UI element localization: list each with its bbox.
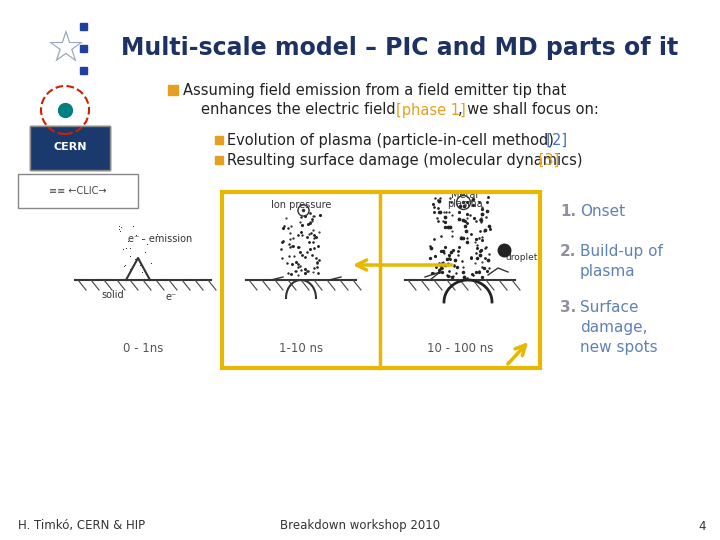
Text: solid: solid [102, 290, 125, 300]
Bar [222, 192, 540, 368]
Text: Surface
damage,
new spots: Surface damage, new spots [580, 300, 657, 355]
Text: plasma: plasma [447, 199, 483, 209]
Text: droplet: droplet [506, 253, 539, 262]
Bar [80, 23, 87, 30]
Text: 10 - 100 ns: 10 - 100 ns [427, 342, 493, 355]
Text: Ion pressure: Ion pressure [271, 200, 331, 210]
Bar [30, 126, 110, 170]
Bar [30, 126, 110, 170]
Text: ≡≡ ←CLIC→: ≡≡ ←CLIC→ [49, 186, 107, 196]
Text: Onset: Onset [580, 204, 625, 219]
Text: [3]: [3] [534, 152, 559, 167]
Text: H. Timkó, CERN & HIP: H. Timkó, CERN & HIP [18, 519, 145, 532]
Text: CERN: CERN [53, 142, 86, 152]
Text: Breakdown workshop 2010: Breakdown workshop 2010 [280, 519, 440, 532]
Text: 1-10 ns: 1-10 ns [279, 342, 323, 355]
Text: Assuming field emission from a field emitter tip that: Assuming field emission from a field emi… [183, 83, 567, 98]
Text: Evolution of plasma (particle-in-cell method): Evolution of plasma (particle-in-cell me… [227, 132, 554, 147]
Text: e⁻ - emission: e⁻ - emission [128, 234, 192, 244]
Text: 1.: 1. [560, 204, 576, 219]
Text: [2]: [2] [537, 132, 567, 147]
Text: Build-up of
plasma: Build-up of plasma [580, 244, 663, 279]
Text: [phase 1]: [phase 1] [396, 103, 466, 118]
Bar [18, 174, 138, 208]
Text: 0 - 1ns: 0 - 1ns [123, 342, 163, 355]
Text: Resulting surface damage (molecular dynamics): Resulting surface damage (molecular dyna… [227, 152, 582, 167]
Bar [168, 85, 178, 95]
Bar [80, 67, 87, 74]
Text: 4: 4 [698, 519, 706, 532]
Text: 2.: 2. [560, 244, 577, 259]
Text: enhances the electric field: enhances the electric field [201, 103, 400, 118]
Text: , we shall focus on:: , we shall focus on: [458, 103, 599, 118]
Text: e⁻: e⁻ [166, 292, 176, 302]
Text: ☆: ☆ [45, 29, 85, 71]
Bar [215, 156, 223, 164]
Text: Metal: Metal [451, 190, 479, 200]
Text: Multi-scale model – PIC and MD parts of it: Multi-scale model – PIC and MD parts of … [122, 36, 679, 60]
Text: 3.: 3. [560, 300, 576, 315]
Bar [215, 136, 223, 144]
Bar [80, 45, 87, 52]
